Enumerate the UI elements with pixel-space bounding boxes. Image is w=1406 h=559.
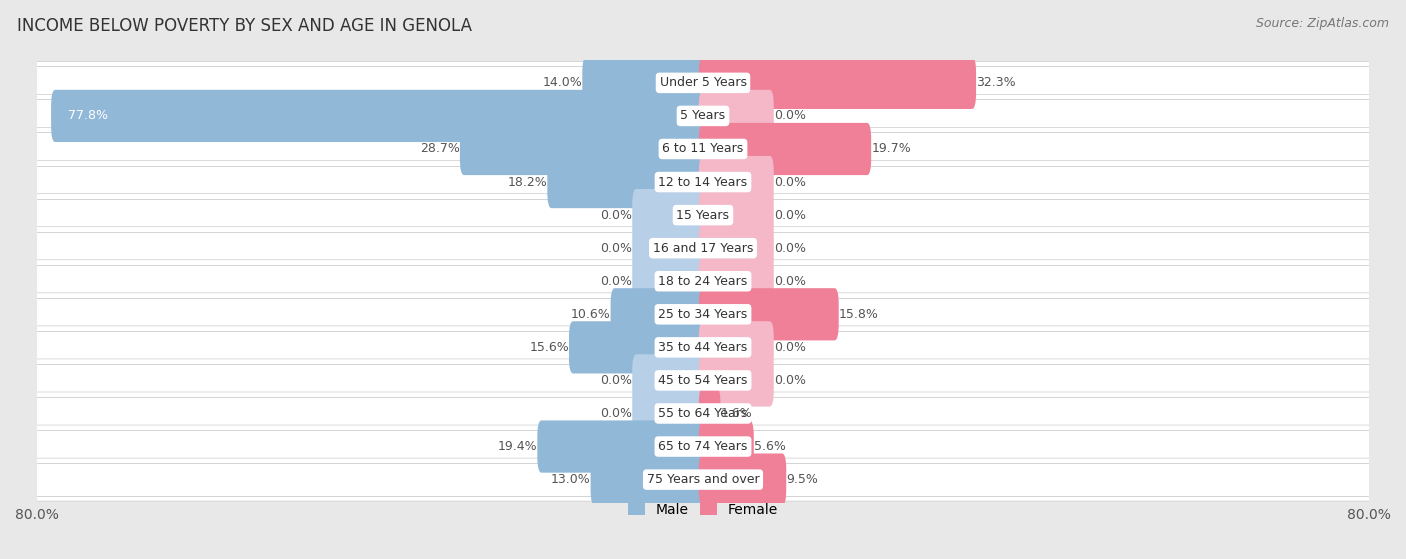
Text: 0.0%: 0.0%: [600, 374, 633, 387]
Text: 0.0%: 0.0%: [773, 241, 806, 255]
FancyBboxPatch shape: [27, 326, 1379, 369]
FancyBboxPatch shape: [27, 425, 1379, 468]
Text: 65 to 74 Years: 65 to 74 Years: [658, 440, 748, 453]
Text: 45 to 54 Years: 45 to 54 Years: [658, 374, 748, 387]
Text: Under 5 Years: Under 5 Years: [659, 77, 747, 89]
FancyBboxPatch shape: [699, 420, 754, 473]
Text: 12 to 14 Years: 12 to 14 Years: [658, 176, 748, 188]
FancyBboxPatch shape: [633, 222, 707, 274]
FancyBboxPatch shape: [699, 321, 773, 373]
Text: 10.6%: 10.6%: [571, 308, 610, 321]
FancyBboxPatch shape: [633, 255, 707, 307]
FancyBboxPatch shape: [27, 392, 1379, 435]
Text: 16 and 17 Years: 16 and 17 Years: [652, 241, 754, 255]
FancyBboxPatch shape: [699, 90, 773, 142]
FancyBboxPatch shape: [569, 321, 707, 373]
FancyBboxPatch shape: [27, 260, 1379, 303]
FancyBboxPatch shape: [633, 354, 707, 406]
FancyBboxPatch shape: [699, 123, 872, 175]
Text: 19.4%: 19.4%: [498, 440, 537, 453]
Text: 0.0%: 0.0%: [600, 209, 633, 221]
Text: 35 to 44 Years: 35 to 44 Years: [658, 341, 748, 354]
Text: 18.2%: 18.2%: [508, 176, 547, 188]
Text: 0.0%: 0.0%: [773, 176, 806, 188]
Text: 55 to 64 Years: 55 to 64 Years: [658, 407, 748, 420]
Text: 1.6%: 1.6%: [720, 407, 752, 420]
FancyBboxPatch shape: [27, 193, 1379, 236]
Text: INCOME BELOW POVERTY BY SEX AND AGE IN GENOLA: INCOME BELOW POVERTY BY SEX AND AGE IN G…: [17, 17, 472, 35]
Text: 0.0%: 0.0%: [600, 241, 633, 255]
FancyBboxPatch shape: [27, 94, 1379, 138]
Legend: Male, Female: Male, Female: [623, 498, 783, 523]
FancyBboxPatch shape: [582, 57, 707, 109]
Text: Source: ZipAtlas.com: Source: ZipAtlas.com: [1256, 17, 1389, 30]
Text: 18 to 24 Years: 18 to 24 Years: [658, 274, 748, 288]
FancyBboxPatch shape: [610, 288, 707, 340]
FancyBboxPatch shape: [547, 156, 707, 208]
Text: 15.8%: 15.8%: [839, 308, 879, 321]
FancyBboxPatch shape: [699, 387, 720, 439]
FancyBboxPatch shape: [27, 293, 1379, 336]
Text: 77.8%: 77.8%: [67, 110, 108, 122]
Text: 75 Years and over: 75 Years and over: [647, 473, 759, 486]
FancyBboxPatch shape: [699, 354, 773, 406]
FancyBboxPatch shape: [699, 288, 839, 340]
Text: 0.0%: 0.0%: [600, 407, 633, 420]
Text: 0.0%: 0.0%: [773, 374, 806, 387]
Text: 5.6%: 5.6%: [754, 440, 786, 453]
FancyBboxPatch shape: [460, 123, 707, 175]
FancyBboxPatch shape: [27, 127, 1379, 170]
Text: 5 Years: 5 Years: [681, 110, 725, 122]
FancyBboxPatch shape: [633, 189, 707, 241]
Text: 0.0%: 0.0%: [773, 341, 806, 354]
Text: 15 Years: 15 Years: [676, 209, 730, 221]
Text: 19.7%: 19.7%: [872, 143, 911, 155]
FancyBboxPatch shape: [699, 222, 773, 274]
Text: 0.0%: 0.0%: [773, 209, 806, 221]
Text: 28.7%: 28.7%: [420, 143, 460, 155]
FancyBboxPatch shape: [699, 453, 786, 506]
FancyBboxPatch shape: [699, 57, 976, 109]
FancyBboxPatch shape: [699, 255, 773, 307]
Text: 14.0%: 14.0%: [543, 77, 582, 89]
FancyBboxPatch shape: [27, 160, 1379, 203]
FancyBboxPatch shape: [27, 61, 1379, 105]
FancyBboxPatch shape: [699, 189, 773, 241]
FancyBboxPatch shape: [51, 90, 707, 142]
Text: 0.0%: 0.0%: [600, 274, 633, 288]
Text: 32.3%: 32.3%: [976, 77, 1015, 89]
FancyBboxPatch shape: [591, 453, 707, 506]
FancyBboxPatch shape: [27, 227, 1379, 269]
FancyBboxPatch shape: [537, 420, 707, 473]
Text: 25 to 34 Years: 25 to 34 Years: [658, 308, 748, 321]
FancyBboxPatch shape: [699, 156, 773, 208]
Text: 0.0%: 0.0%: [773, 110, 806, 122]
Text: 15.6%: 15.6%: [529, 341, 569, 354]
FancyBboxPatch shape: [27, 359, 1379, 402]
Text: 6 to 11 Years: 6 to 11 Years: [662, 143, 744, 155]
Text: 9.5%: 9.5%: [786, 473, 818, 486]
FancyBboxPatch shape: [27, 458, 1379, 501]
FancyBboxPatch shape: [633, 387, 707, 439]
Text: 0.0%: 0.0%: [773, 274, 806, 288]
Text: 13.0%: 13.0%: [551, 473, 591, 486]
